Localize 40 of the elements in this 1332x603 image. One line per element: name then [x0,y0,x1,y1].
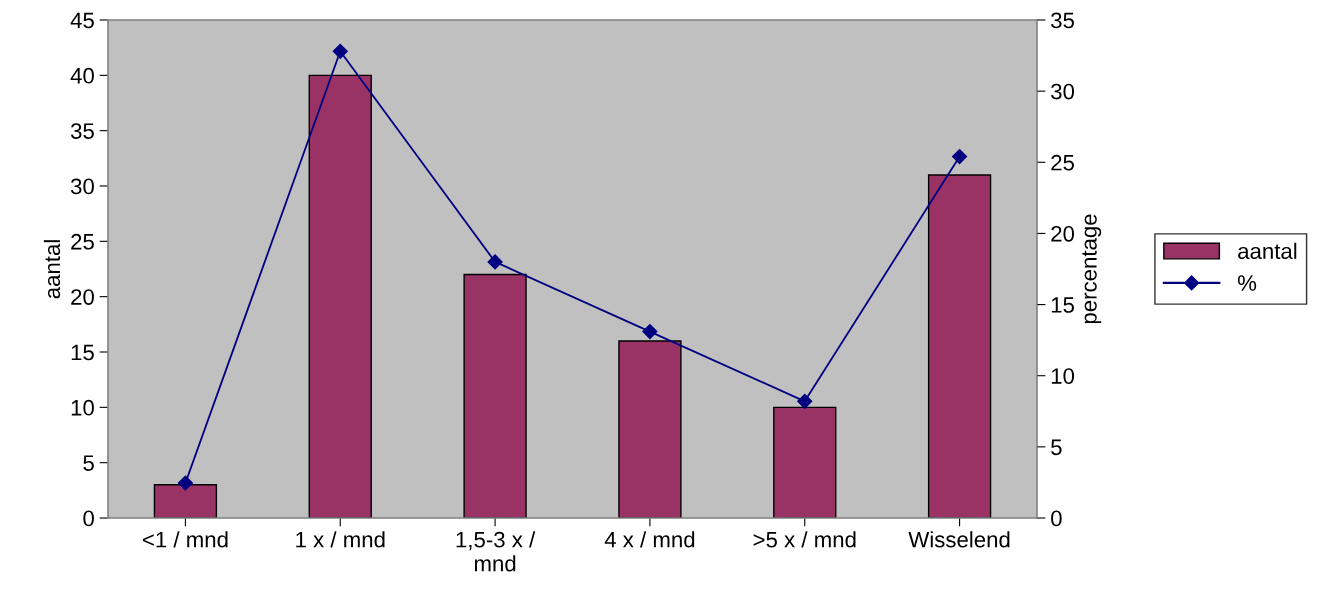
x-tick-label: Wisselend [908,531,1010,548]
y2-tick-label: 30 [1051,83,1075,100]
bar [153,484,218,518]
point [332,43,348,59]
x-tick-label: 1,5-3 x / mnd [456,531,536,572]
y2-tick-label: 35 [1051,12,1074,29]
bar [927,174,992,518]
y2-tick-label: 0 [1051,510,1062,527]
point [177,475,193,491]
y-tick-label: 0 [83,510,94,527]
y2-tick-label: 25 [1051,154,1074,171]
y2-tick-label: 15 [1051,297,1074,313]
y-tick-label: 30 [70,178,94,195]
y-axis-title: aantal [43,240,61,299]
point [487,254,503,270]
y2-tick-label: 5 [1051,439,1062,456]
y-tick-label: 35 [70,123,94,139]
point [642,324,658,340]
point [952,149,968,165]
y-tick-label: 45 [70,12,94,29]
y-tick-label: 10 [71,399,94,416]
point [797,393,813,409]
bar [308,74,372,518]
legend-label: aantal [1238,242,1297,260]
y-tick-label: 25 [71,233,94,250]
x-tick-label: <1 / mnd [142,531,228,548]
y-tick-label: 40 [70,67,94,84]
y-tick-label: 15 [71,344,94,361]
bar [463,273,527,518]
legend-label: % [1237,275,1257,291]
y2-tick-label: 10 [1051,368,1075,384]
bar [618,340,682,518]
x-tick-label: 4 x / mnd [604,531,695,548]
y-tick-label: 20 [71,289,94,305]
y2-axis-title: percentage [1082,214,1102,324]
y-tick-label: 5 [83,455,94,471]
y2-tick-label: 20 [1051,225,1075,242]
bar [773,406,837,518]
x-tick-label: 1 x / mnd [296,531,385,548]
x-tick-label: >5 x / mnd [753,531,856,548]
